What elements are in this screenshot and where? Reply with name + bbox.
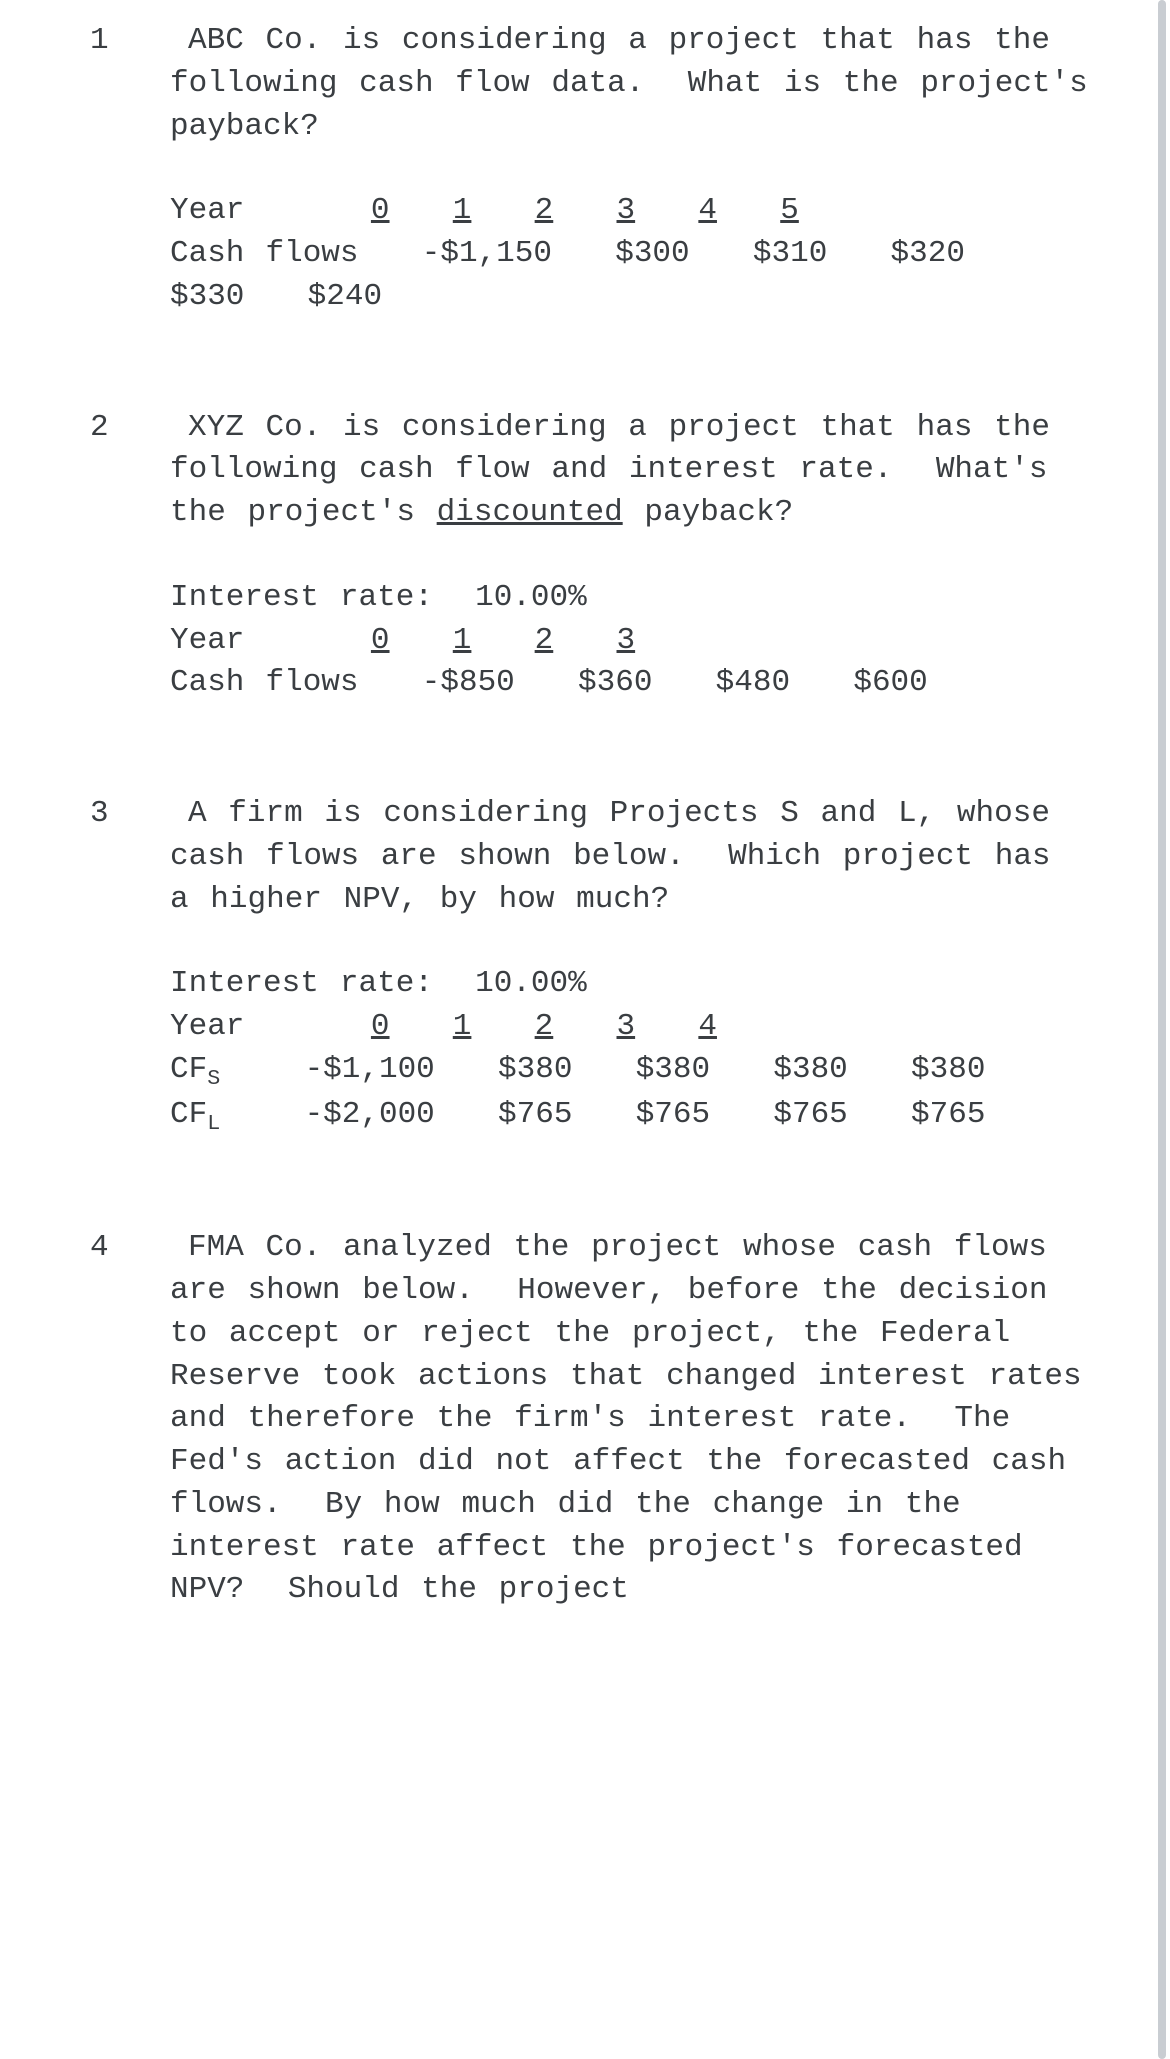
question-text: ABC Co. is considering a project that ha… — [170, 20, 1090, 148]
document-page: ABC Co. is considering a project that ha… — [0, 0, 1170, 2059]
problem-1: ABC Co. is considering a project that ha… — [0, 20, 1130, 319]
problem-4: FMA Co. analyzed the project whose cash … — [0, 1227, 1130, 1612]
problem-3-data: Interest rate: 10.00% Year 0 1 2 3 4 CFS… — [170, 963, 1090, 1139]
problem-1-data: Year 0 1 2 3 4 5 Cash flows -$1,150 $300… — [170, 190, 1090, 318]
problem-3: A firm is considering Projects S and L, … — [0, 793, 1130, 1139]
problem-1-question: ABC Co. is considering a project that ha… — [170, 20, 1090, 148]
question-text: A firm is considering Projects S and L, … — [170, 793, 1090, 921]
question-text: XYZ Co. is considering a project that ha… — [170, 407, 1090, 535]
problem-2: XYZ Co. is considering a project that ha… — [0, 407, 1130, 706]
question-text: FMA Co. analyzed the project whose cash … — [170, 1227, 1090, 1612]
problem-3-question: A firm is considering Projects S and L, … — [170, 793, 1090, 921]
problem-4-question: FMA Co. analyzed the project whose cash … — [170, 1227, 1090, 1612]
scrollbar[interactable] — [1152, 0, 1170, 2059]
problem-2-question: XYZ Co. is considering a project that ha… — [170, 407, 1090, 535]
problem-2-data: Interest rate: 10.00% Year 0 1 2 3 Cash … — [170, 577, 1090, 705]
problem-list: ABC Co. is considering a project that ha… — [0, 20, 1130, 1612]
scrollbar-thumb[interactable] — [1158, 0, 1166, 2059]
